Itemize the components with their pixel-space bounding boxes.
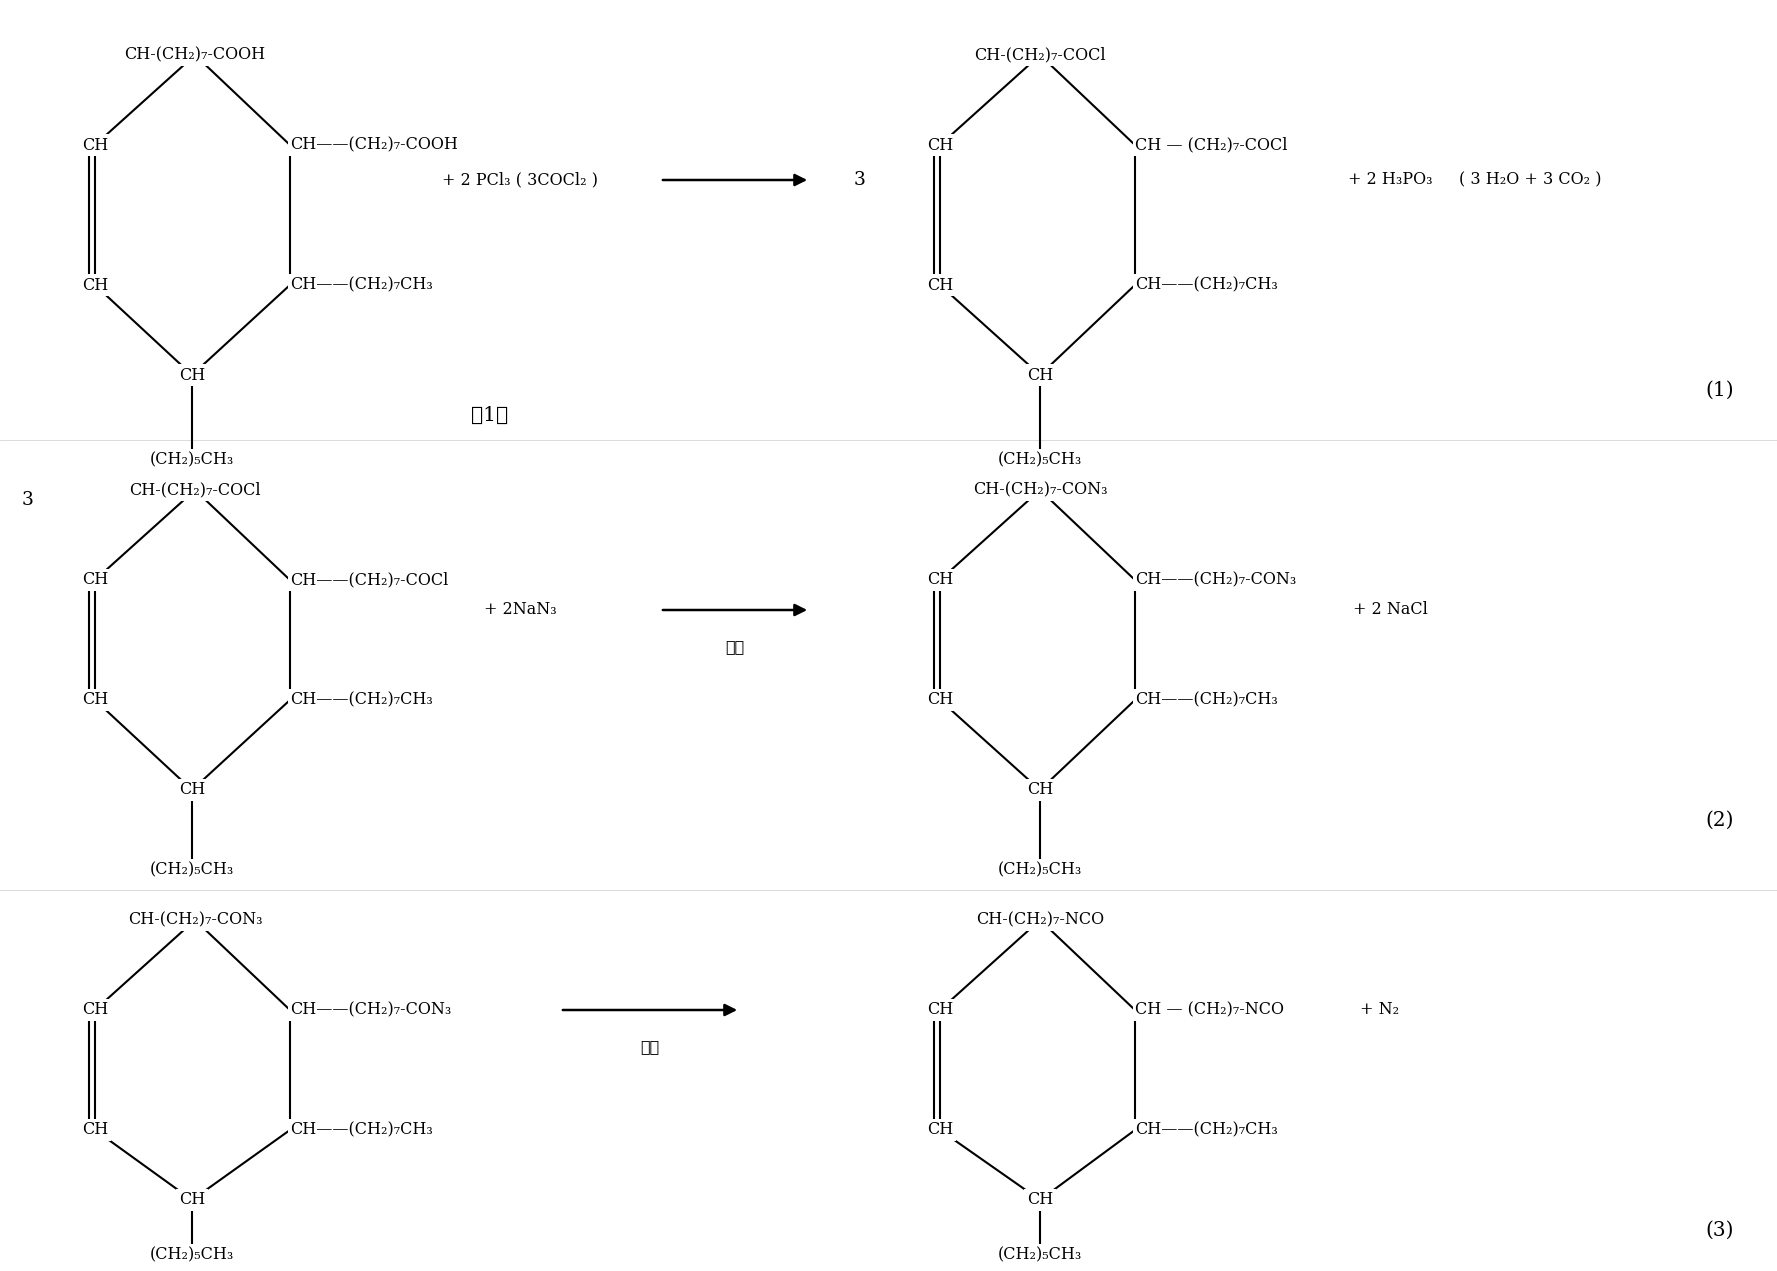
Text: (CH₂)₅CH₃: (CH₂)₅CH₃ (149, 451, 235, 469)
Text: CH——(CH₂)₇CH₃: CH——(CH₂)₇CH₃ (1136, 1121, 1278, 1139)
Text: CH: CH (928, 691, 952, 708)
Text: CH — (CH₂)₇-NCO: CH — (CH₂)₇-NCO (1136, 1002, 1285, 1018)
Text: CH——(CH₂)₇CH₃: CH——(CH₂)₇CH₃ (290, 1121, 434, 1139)
Text: CH: CH (928, 277, 952, 294)
Text: 加热: 加热 (640, 1038, 659, 1055)
Text: + 2NaN₃: + 2NaN₃ (483, 601, 556, 619)
Text: 3: 3 (855, 172, 865, 189)
Text: CH: CH (179, 782, 204, 798)
Text: CH: CH (928, 1002, 952, 1018)
Text: CH: CH (82, 277, 108, 294)
Text: CH: CH (1027, 1191, 1054, 1209)
Text: CH: CH (1027, 782, 1054, 798)
Text: CH: CH (82, 1002, 108, 1018)
Text: CH: CH (82, 136, 108, 154)
Text: CH-(CH₂)₇-NCO: CH-(CH₂)₇-NCO (976, 911, 1104, 929)
Text: CH——(CH₂)₇CH₃: CH——(CH₂)₇CH₃ (290, 277, 434, 294)
Text: CH-(CH₂)₇-COOH: CH-(CH₂)₇-COOH (124, 47, 265, 64)
Text: 3: 3 (21, 491, 34, 508)
Text: (1): (1) (1706, 380, 1734, 399)
Text: CH——(CH₂)₇-CON₃: CH——(CH₂)₇-CON₃ (1136, 572, 1297, 588)
Text: CH-(CH₂)₇-COCl: CH-(CH₂)₇-COCl (974, 47, 1105, 64)
Text: CH: CH (1027, 366, 1054, 384)
Text: (2): (2) (1706, 811, 1734, 830)
Text: CH: CH (179, 1191, 204, 1209)
Text: CH——(CH₂)₇-COCl: CH——(CH₂)₇-COCl (290, 572, 448, 588)
Text: CH——(CH₂)₇-CON₃: CH——(CH₂)₇-CON₃ (290, 1002, 451, 1018)
Text: + N₂: + N₂ (1361, 1002, 1400, 1018)
Text: (CH₂)₅CH₃: (CH₂)₅CH₃ (149, 1247, 235, 1263)
Text: CH: CH (928, 136, 952, 154)
Text: CH: CH (928, 572, 952, 588)
Text: CH-(CH₂)₇-CON₃: CH-(CH₂)₇-CON₃ (128, 911, 263, 929)
Text: + 2 PCl₃ ( 3COCl₂ ): + 2 PCl₃ ( 3COCl₂ ) (442, 172, 599, 188)
Text: CH——(CH₂)₇-COOH: CH——(CH₂)₇-COOH (290, 136, 458, 154)
Text: 加热: 加热 (725, 638, 745, 655)
Text: + 2 H₃PO₃: + 2 H₃PO₃ (1347, 172, 1432, 188)
Text: CH——(CH₂)₇CH₃: CH——(CH₂)₇CH₃ (290, 691, 434, 708)
Text: CH: CH (82, 691, 108, 708)
Text: CH-(CH₂)₇-COCl: CH-(CH₂)₇-COCl (130, 482, 261, 498)
Text: CH: CH (179, 366, 204, 384)
Text: CH——(CH₂)₇CH₃: CH——(CH₂)₇CH₃ (1136, 277, 1278, 294)
Text: CH: CH (82, 1121, 108, 1139)
Text: (CH₂)₅CH₃: (CH₂)₅CH₃ (149, 862, 235, 878)
Text: (CH₂)₅CH₃: (CH₂)₅CH₃ (999, 862, 1082, 878)
Text: (CH₂)₅CH₃: (CH₂)₅CH₃ (999, 1247, 1082, 1263)
Text: (CH₂)₅CH₃: (CH₂)₅CH₃ (999, 451, 1082, 469)
Text: CH — (CH₂)₇-COCl: CH — (CH₂)₇-COCl (1136, 136, 1288, 154)
Text: CH: CH (928, 1121, 952, 1139)
Text: ( 3 H₂O + 3 CO₂ ): ( 3 H₂O + 3 CO₂ ) (1459, 172, 1601, 188)
Text: CH: CH (82, 572, 108, 588)
Text: (3): (3) (1706, 1220, 1734, 1239)
Text: + 2 NaCl: + 2 NaCl (1352, 601, 1427, 619)
Text: （1）: （1） (471, 405, 508, 425)
Text: CH——(CH₂)₇CH₃: CH——(CH₂)₇CH₃ (1136, 691, 1278, 708)
Text: CH-(CH₂)₇-CON₃: CH-(CH₂)₇-CON₃ (972, 482, 1107, 498)
